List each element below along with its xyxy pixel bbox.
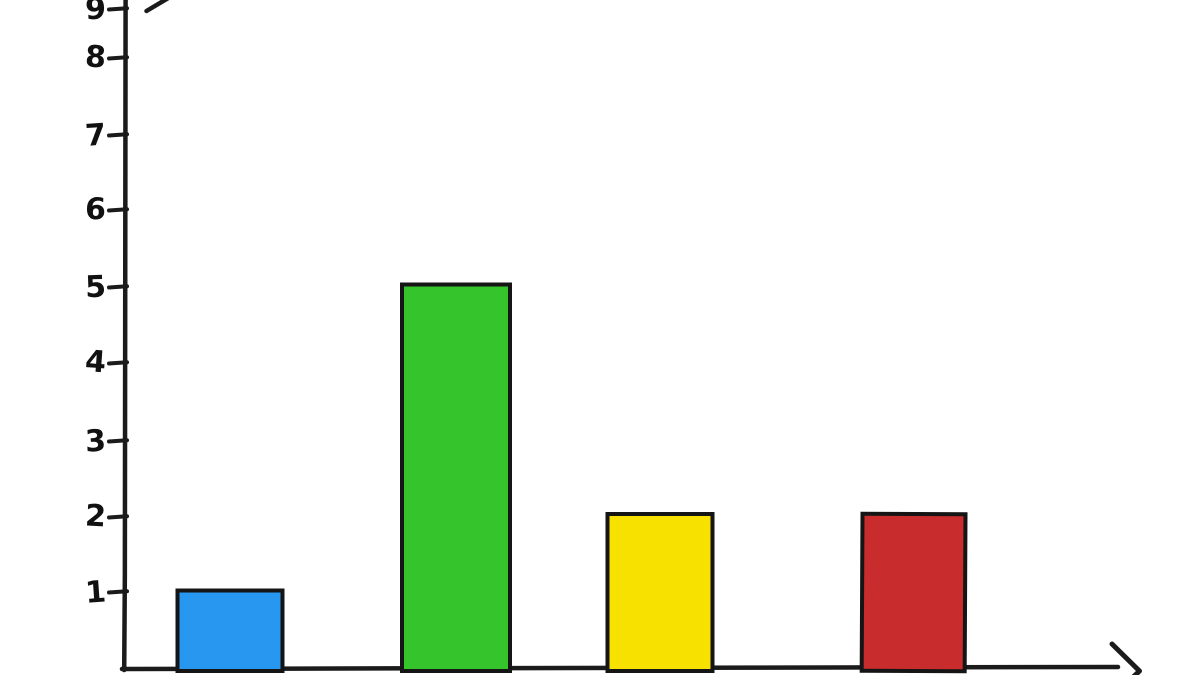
bar-yellow: [605, 512, 715, 673]
y-axis-tick: [107, 589, 129, 595]
y-tick-label: 3: [84, 424, 107, 460]
y-tick-label: 5: [85, 270, 107, 306]
bar-green: [400, 282, 512, 673]
x-axis-arrowhead: [1109, 641, 1142, 675]
y-tick-label: 8: [84, 39, 107, 75]
y-axis-tick: [107, 6, 129, 12]
y-tick-label: 6: [85, 192, 107, 228]
y-tick-label: 4: [84, 344, 107, 380]
y-axis-tick: [107, 207, 129, 213]
y-axis-line: [121, 0, 128, 673]
y-tick-label: 7: [84, 118, 107, 154]
y-axis-arrowhead-clipped: [144, 0, 170, 14]
y-axis-tick: [107, 132, 129, 138]
bar-blue: [175, 588, 285, 673]
y-axis-tick: [107, 514, 129, 520]
y-axis-tick: [107, 284, 129, 290]
y-tick-label: 2: [84, 498, 107, 534]
y-axis-tick: [107, 360, 129, 366]
y-axis-tick: [107, 55, 129, 61]
bar-red: [859, 511, 968, 674]
y-tick-label: 1: [84, 575, 107, 611]
y-tick-label: 9: [85, 0, 107, 27]
y-axis-tick: [107, 438, 129, 444]
